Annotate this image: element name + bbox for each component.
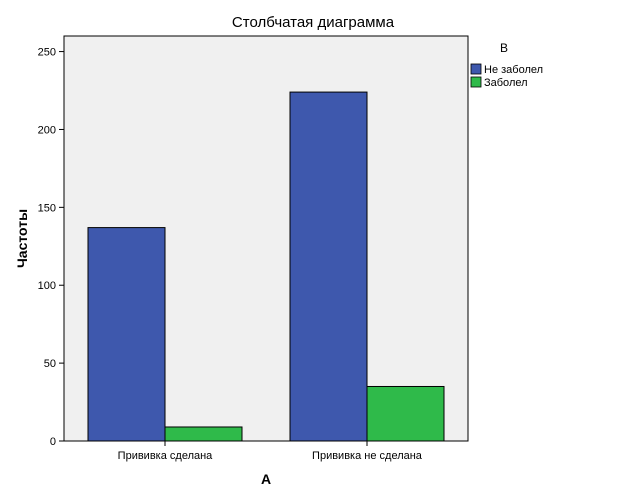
- x-axis-label: A: [261, 471, 271, 487]
- y-tick-label: 250: [38, 47, 56, 59]
- y-tick-label: 200: [38, 124, 56, 136]
- legend-entry: Заболел: [484, 77, 528, 89]
- x-tick-label: Прививка не сделана: [312, 450, 423, 462]
- bars: [87, 91, 445, 442]
- y-tick-label: 100: [38, 280, 56, 292]
- bar-zabolel-0: [164, 426, 243, 442]
- legend-swatch: [470, 63, 482, 75]
- y-axis: 0 50 100 150 200 250: [38, 47, 64, 448]
- chart-title: Столбчатая диаграмма: [232, 14, 395, 31]
- y-tick-label: 50: [44, 358, 56, 370]
- y-axis-label: Частоты: [14, 209, 30, 268]
- x-axis: Прививка сделана Прививка не сделана: [118, 441, 423, 462]
- bar-zabolel-1: [366, 385, 445, 442]
- legend-title: B: [500, 41, 508, 55]
- legend-entry: Не заболел: [484, 64, 543, 76]
- legend-swatch: [470, 76, 482, 88]
- x-tick-label: Прививка сделана: [118, 450, 214, 462]
- bar-ne-zabolel-0: [87, 227, 166, 442]
- y-tick-label: 0: [50, 436, 56, 448]
- y-tick-label: 150: [38, 202, 56, 214]
- bar-ne-zabolel-1: [289, 91, 368, 442]
